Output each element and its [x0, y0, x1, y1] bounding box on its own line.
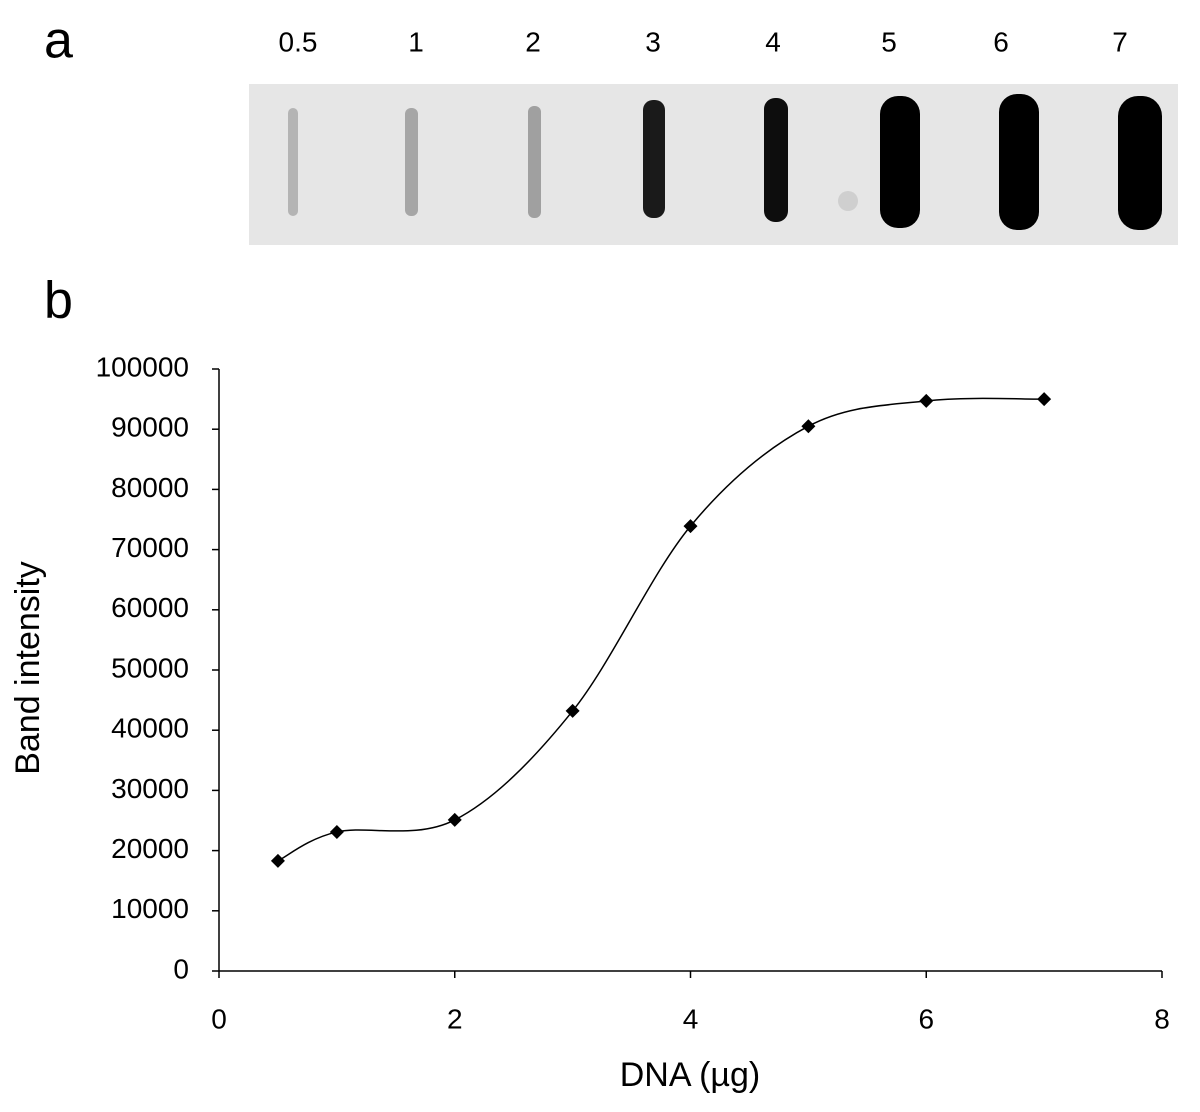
- x-tick-label: 8: [1154, 1003, 1170, 1034]
- panel-label: a: [44, 12, 73, 70]
- y-tick-label: 80000: [111, 472, 189, 503]
- data-point: [329, 824, 344, 839]
- x-axis-title: DNA (µg): [620, 1056, 761, 1094]
- data-point: [801, 419, 816, 434]
- y-tick-label: 50000: [111, 652, 189, 683]
- data-point: [683, 519, 698, 534]
- lane-label: 0.5: [279, 26, 318, 57]
- band: [288, 108, 298, 216]
- data-point: [270, 853, 285, 868]
- y-tick-label: 20000: [111, 833, 189, 864]
- y-tick-label: 60000: [111, 592, 189, 623]
- blot-image: [249, 84, 1178, 245]
- x-tick-label: 0: [211, 1003, 227, 1034]
- lane-label: 1: [408, 26, 424, 57]
- x-tick-label: 2: [447, 1003, 463, 1034]
- panel-label: b: [44, 272, 73, 330]
- band: [1118, 96, 1162, 230]
- lane-label: 6: [993, 26, 1009, 57]
- y-tick-label: 0: [173, 953, 189, 984]
- y-tick-label: 70000: [111, 532, 189, 563]
- y-tick-label: 100000: [96, 351, 189, 382]
- band: [405, 108, 418, 216]
- data-line: [277, 397, 1045, 862]
- lane-label: 7: [1112, 26, 1128, 57]
- band: [764, 98, 788, 222]
- band: [643, 100, 665, 218]
- data-point: [447, 812, 462, 827]
- y-tick-label: 10000: [111, 893, 189, 924]
- smear: [838, 191, 858, 211]
- x-tick-label: 6: [918, 1003, 934, 1034]
- x-tick-label: 4: [683, 1003, 699, 1034]
- band: [528, 106, 541, 218]
- lane-label: 2: [525, 26, 541, 57]
- band: [880, 96, 920, 228]
- y-tick-label: 90000: [111, 412, 189, 443]
- band: [999, 94, 1039, 230]
- y-tick-label: 40000: [111, 713, 189, 744]
- data-point: [565, 703, 580, 718]
- lane-label: 4: [765, 26, 781, 57]
- data-point: [919, 393, 934, 408]
- lane-label: 5: [881, 26, 897, 57]
- y-axis-title: Band intensity: [9, 561, 47, 775]
- data-point: [1037, 392, 1052, 407]
- y-tick-label: 30000: [111, 773, 189, 804]
- lane-label: 3: [645, 26, 661, 57]
